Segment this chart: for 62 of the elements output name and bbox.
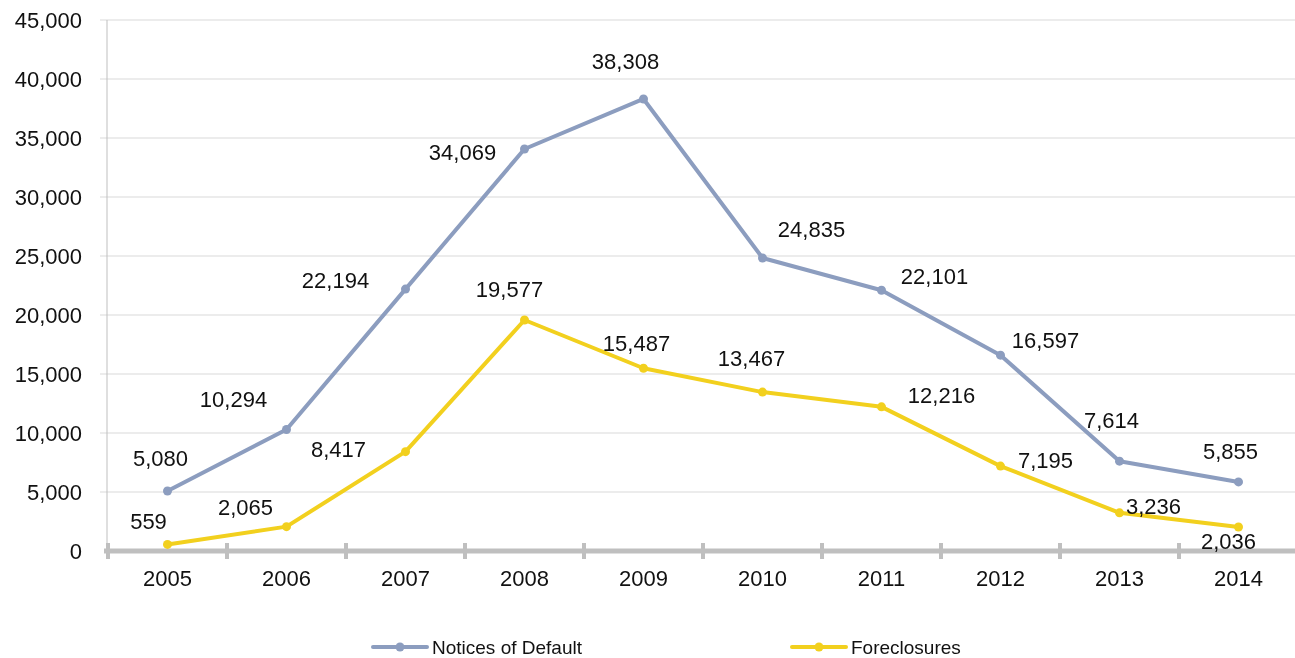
- data-label: 16,597: [1011, 327, 1080, 353]
- point: [401, 447, 410, 457]
- point: [758, 387, 767, 397]
- data-label: 19,577: [475, 277, 544, 303]
- x-tick-label: 2005: [143, 565, 192, 591]
- point: [1115, 508, 1124, 518]
- point: [520, 144, 529, 154]
- data-label: 8,417: [310, 437, 367, 463]
- y-tick-label: 35,000: [14, 125, 82, 151]
- point: [282, 522, 291, 532]
- point: [877, 285, 886, 295]
- data-label: 3,236: [1125, 494, 1182, 520]
- point: [758, 253, 767, 263]
- point: [996, 461, 1005, 471]
- data-label: 22,101: [900, 263, 969, 289]
- y-tick-label: 40,000: [14, 66, 82, 92]
- data-label: 559: [130, 508, 167, 534]
- data-label: 5,080: [132, 445, 189, 471]
- point: [877, 402, 886, 412]
- y-tick-label: 20,000: [14, 302, 82, 328]
- data-label: 7,614: [1083, 407, 1140, 433]
- data-label: 5,855: [1202, 439, 1259, 465]
- point: [1234, 522, 1243, 532]
- point: [401, 284, 410, 294]
- point: [163, 486, 172, 496]
- data-label: 22,194: [301, 267, 370, 293]
- data-label: 15,487: [602, 330, 671, 356]
- legend-label: Notices of Default: [432, 636, 583, 658]
- y-tick-label: 45,000: [14, 7, 82, 33]
- point: [996, 350, 1005, 360]
- data-label: 38,308: [591, 49, 660, 75]
- data-label: 2,065: [217, 495, 274, 521]
- point: [639, 94, 648, 104]
- x-tick-label: 2014: [1214, 565, 1263, 591]
- data-label: 12,216: [907, 383, 976, 409]
- point: [639, 363, 648, 373]
- y-tick-label: 5,000: [26, 479, 82, 505]
- data-label: 2,036: [1200, 529, 1257, 555]
- legend-label: Foreclosures: [851, 636, 961, 658]
- data-label: 34,069: [428, 140, 497, 166]
- data-label: 10,294: [199, 387, 268, 413]
- point: [1234, 477, 1243, 487]
- x-tick-label: 2012: [976, 565, 1025, 591]
- x-tick-label: 2011: [857, 565, 906, 591]
- data-label: 7,195: [1017, 447, 1074, 473]
- y-tick-label: 30,000: [14, 184, 82, 210]
- point: [163, 539, 172, 549]
- data-label: 24,835: [777, 217, 846, 243]
- x-tick-label: 2013: [1095, 565, 1144, 591]
- point: [1115, 456, 1124, 466]
- data-label: 13,467: [717, 345, 786, 371]
- y-tick-label: 0: [69, 538, 82, 564]
- y-tick-label: 10,000: [14, 420, 82, 446]
- x-tick-label: 2006: [262, 565, 311, 591]
- x-tick-label: 2007: [381, 565, 430, 591]
- point: [520, 315, 529, 325]
- y-tick-label: 25,000: [14, 243, 82, 269]
- point: [282, 425, 291, 435]
- x-tick-label: 2010: [738, 565, 787, 591]
- x-tick-label: 2009: [619, 565, 668, 591]
- y-tick-label: 15,000: [14, 361, 82, 387]
- x-tick-label: 2008: [500, 565, 549, 591]
